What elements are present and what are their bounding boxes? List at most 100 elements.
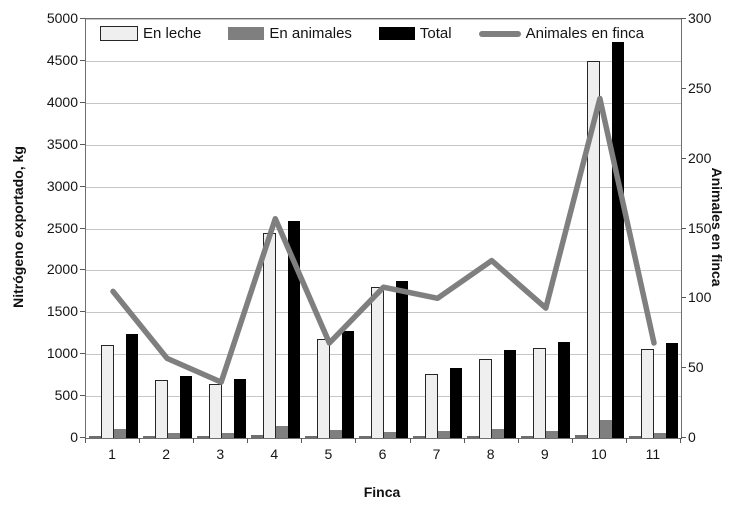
xtick-label-finca-9: 9 xyxy=(540,446,549,462)
left-ytick-label: 500 xyxy=(54,387,78,404)
small-bar xyxy=(358,436,371,438)
left-tickmark xyxy=(80,101,85,103)
en-leche-bar xyxy=(533,348,547,438)
right-tickmark xyxy=(681,18,686,19)
x-axis-tickmark xyxy=(463,438,465,443)
en-animales-bar xyxy=(654,433,667,438)
en-leche-bar xyxy=(208,384,222,438)
legend-item-animales-en-finca: Animales en finca xyxy=(478,25,644,42)
total-bar xyxy=(341,331,354,438)
xtick-label-finca-7: 7 xyxy=(432,446,441,462)
x-axis-tickmark xyxy=(355,438,357,443)
x-axis-tickmark xyxy=(193,438,195,443)
small-bar xyxy=(250,435,263,438)
right-ytick-label: 250 xyxy=(688,79,712,96)
x-axis-tickmark xyxy=(85,438,86,443)
small-bar xyxy=(575,435,588,438)
right-ytick-label: 0 xyxy=(688,429,696,445)
en-leche-bar xyxy=(425,374,439,438)
right-ytick-label: 150 xyxy=(688,219,712,236)
x-axis-tickmark xyxy=(409,438,411,443)
total-bar xyxy=(558,342,571,438)
gridline xyxy=(86,186,681,188)
gridline xyxy=(86,102,681,104)
gridline xyxy=(86,60,681,62)
x-axis-tickmark xyxy=(625,438,627,443)
legend-label: En animales xyxy=(269,25,352,42)
bar-group-finca-6 xyxy=(356,19,410,438)
right-tickmark xyxy=(681,437,686,438)
xtick-label-finca-1: 1 xyxy=(108,446,116,462)
x-axis-tickmark xyxy=(247,438,249,443)
bar-group-finca-3 xyxy=(194,19,248,438)
total-bar xyxy=(233,379,246,438)
animales-en-finca-line xyxy=(110,95,657,385)
gridline xyxy=(86,270,681,272)
total-bar xyxy=(287,221,300,438)
line-swatch-icon xyxy=(478,30,521,37)
left-tickmark xyxy=(80,59,85,61)
right-ytick-label: 200 xyxy=(688,149,712,166)
left-ytick-label: 1500 xyxy=(46,303,78,320)
left-ytick-label: 2500 xyxy=(46,219,78,236)
total-bar xyxy=(125,334,138,438)
en-leche-bar xyxy=(479,359,493,438)
bar-group-finca-1 xyxy=(86,19,140,438)
bar-group-finca-5 xyxy=(302,19,356,438)
small-bar xyxy=(196,436,209,438)
legend-label: Total xyxy=(419,25,452,42)
total-bar xyxy=(612,42,625,438)
bar-swatch-icon xyxy=(100,26,138,41)
en-leche-bar xyxy=(641,349,655,438)
en-leche-bar xyxy=(100,345,114,438)
left-tickmark xyxy=(80,227,85,229)
small-bar xyxy=(521,436,534,438)
bar-group-finca-10 xyxy=(573,19,627,438)
right-tickmark xyxy=(681,87,686,89)
left-tickmark xyxy=(80,143,85,145)
xtick-label-finca-5: 5 xyxy=(324,446,333,462)
left-axis-title: Nitrógeno exportado, kg xyxy=(10,146,26,308)
en-animales-bar xyxy=(546,431,559,438)
bar-group-finca-11 xyxy=(627,19,681,438)
small-bar xyxy=(413,436,426,438)
x-axis-tickmark xyxy=(139,438,141,443)
xtick-label-finca-3: 3 xyxy=(216,446,225,462)
bar-swatch-icon xyxy=(228,27,265,40)
xtick-label-finca-4: 4 xyxy=(270,446,279,462)
right-tickmark xyxy=(681,367,686,369)
left-tickmark xyxy=(80,395,85,397)
en-animales-bar xyxy=(275,426,288,438)
left-ytick-label: 2000 xyxy=(46,261,78,278)
bar-group-finca-9 xyxy=(519,19,573,438)
total-bar xyxy=(395,281,408,438)
right-ytick-label: 50 xyxy=(688,359,704,376)
xtick-label-finca-6: 6 xyxy=(378,446,387,462)
left-ytick-label: 3500 xyxy=(46,135,78,152)
en-animales-bar xyxy=(329,430,342,438)
gridline xyxy=(86,228,681,230)
en-animales-bar xyxy=(113,429,126,438)
left-ytick-label: 4500 xyxy=(46,51,78,68)
left-ytick-label: 0 xyxy=(70,429,78,445)
x-axis-title: Finca xyxy=(363,484,401,500)
legend-item-en-animales: En animales xyxy=(228,25,352,42)
en-leche-bar xyxy=(316,339,330,438)
x-axis-tickmark xyxy=(301,438,303,443)
legend: En leche En animales Total Animales en finc… xyxy=(100,25,644,42)
left-ytick-label: 5000 xyxy=(46,10,78,26)
left-tickmark xyxy=(80,185,85,187)
total-bar xyxy=(179,376,192,438)
bar-group-finca-7 xyxy=(411,19,465,438)
total-bar xyxy=(504,350,517,438)
bar-swatch-icon xyxy=(378,27,415,40)
legend-label: En leche xyxy=(143,25,202,42)
x-axis-tickmark xyxy=(680,438,681,443)
small-bar xyxy=(629,436,642,438)
small-bar xyxy=(142,436,155,438)
en-leche-bar xyxy=(370,287,384,438)
en-leche-bar xyxy=(154,380,168,438)
en-animales-bar xyxy=(167,433,180,438)
plot-area: En leche En animales Total Animales en finc… xyxy=(85,18,682,439)
